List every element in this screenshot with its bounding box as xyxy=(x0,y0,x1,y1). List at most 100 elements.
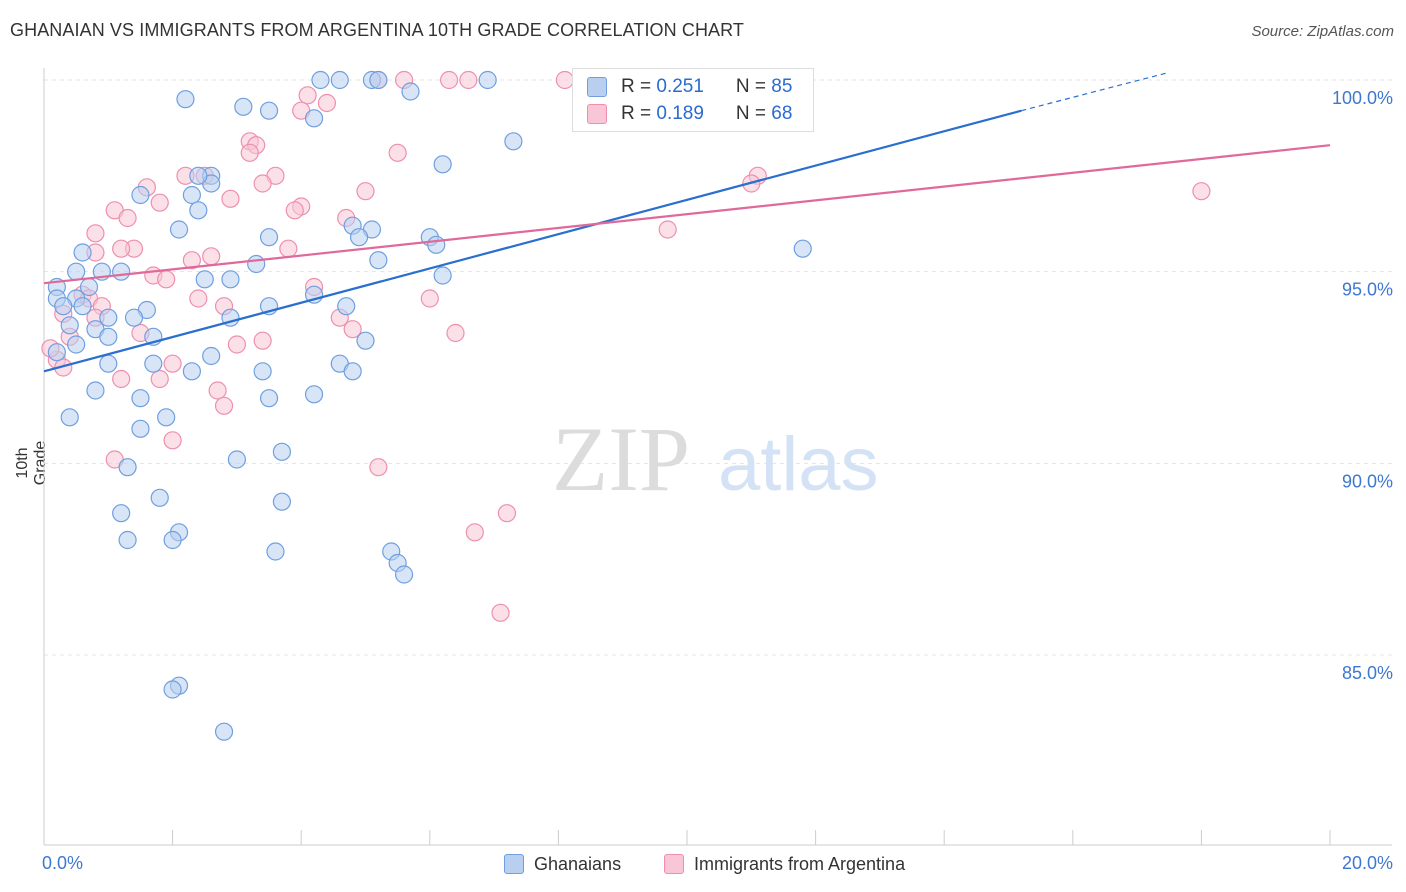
ghanaian-point xyxy=(73,297,92,316)
ghanaian-point xyxy=(478,70,497,90)
argentina-points xyxy=(41,70,1211,622)
argentina-point xyxy=(189,289,208,308)
ghanaian-point xyxy=(330,70,349,90)
ghanaian-points xyxy=(47,70,812,741)
argentina-point xyxy=(343,320,362,339)
ghanaian-point xyxy=(272,442,292,461)
watermark: ZIP atlas xyxy=(552,408,879,510)
ghanaian-point xyxy=(259,389,279,408)
ghanaian-point xyxy=(112,504,131,523)
ghanaian-point xyxy=(157,408,176,427)
ghanaian-point xyxy=(266,542,285,561)
argentina-legend-swatch xyxy=(664,854,684,874)
ghanaian-point xyxy=(118,530,137,550)
argentina-swatch xyxy=(587,104,607,124)
legend-argentina[interactable]: Immigrants from Argentina xyxy=(664,851,905,877)
argentina-point xyxy=(227,335,246,354)
ghanaian-point xyxy=(259,228,279,247)
argentina-point xyxy=(163,431,182,450)
argentina-point xyxy=(112,369,131,389)
ghanaians-trend-extension xyxy=(1021,71,1170,112)
ghanaian-point xyxy=(182,185,201,205)
ghanaian-point xyxy=(221,270,240,289)
n-value: 68 xyxy=(771,103,793,124)
argentina-point xyxy=(369,458,388,477)
ghanaian-point xyxy=(67,262,86,281)
ghanaian-point xyxy=(67,335,86,354)
ghanaian-point xyxy=(356,331,375,350)
ghanaian-point xyxy=(131,419,150,438)
ghanaian-point xyxy=(343,362,362,381)
watermark-atlas: atlas xyxy=(718,422,879,507)
argentina-point xyxy=(439,70,459,90)
ghanaian-point xyxy=(401,82,420,101)
ghanaian-point xyxy=(427,235,446,254)
ghanaian-point xyxy=(189,166,208,185)
x-tick-label: 0.0% xyxy=(42,853,83,873)
n-value: 85 xyxy=(771,76,793,97)
argentina-point xyxy=(555,70,574,90)
ghanaian-point xyxy=(304,109,324,128)
y-tick-label: 85.0% xyxy=(1342,663,1393,683)
argentina-point xyxy=(163,354,182,373)
y-tick-label: 100.0% xyxy=(1332,88,1393,108)
ghanaian-point xyxy=(73,243,92,262)
ghanaian-point xyxy=(227,450,246,469)
argentina-point xyxy=(150,193,169,212)
ghanaian-point xyxy=(112,262,131,281)
ghanaian-point xyxy=(99,308,118,327)
ghanaian-point xyxy=(272,492,292,511)
argentina-point xyxy=(658,220,677,239)
r-value: 0.251 xyxy=(656,76,704,97)
argentina-point xyxy=(285,201,304,220)
argentina-point xyxy=(202,247,221,266)
ghanaian-point xyxy=(369,251,388,270)
argentina-point xyxy=(356,182,375,201)
argentina-point xyxy=(86,224,105,243)
ghanaian-point xyxy=(337,297,356,316)
argentina-point xyxy=(420,289,439,308)
r-value: 0.189 xyxy=(656,103,704,124)
argentina-point xyxy=(112,239,131,258)
argentina-point xyxy=(388,143,407,162)
ghanaian-point xyxy=(86,381,105,400)
ghanaian-point xyxy=(247,254,266,274)
ghanaian-point xyxy=(150,488,169,507)
n-label: N = xyxy=(735,103,772,124)
argentina-point xyxy=(279,239,298,258)
argentina-point xyxy=(214,396,234,415)
ghanaian-point xyxy=(163,680,182,699)
ghanaian-point xyxy=(131,185,150,205)
r-label: R = xyxy=(621,76,657,97)
ghanaian-point xyxy=(54,297,73,316)
gridlines xyxy=(44,79,1392,656)
ghanaian-point xyxy=(253,362,272,381)
ghanaians-swatch xyxy=(587,77,607,97)
axes xyxy=(43,68,1392,846)
source-label: Source: ZipAtlas.com xyxy=(1251,23,1394,40)
ghanaian-point xyxy=(304,385,324,404)
argentina-point xyxy=(497,504,517,523)
argentina-point xyxy=(1192,182,1211,201)
y-tick-label: 90.0% xyxy=(1342,471,1393,491)
argentina-point xyxy=(240,143,259,162)
tick-labels: 85.0% 90.0% 95.0% 100.0% 0.0% 20.0% xyxy=(42,88,1393,873)
stats-row-argentina: R = 0.189 N = 68 xyxy=(587,101,792,127)
ghanaian-point xyxy=(433,155,452,174)
argentina-point xyxy=(446,323,465,343)
argentina-point xyxy=(150,369,169,389)
ghanaian-point xyxy=(131,389,150,408)
ghanaian-point xyxy=(195,270,214,289)
legend-ghanaians[interactable]: Ghanaians xyxy=(504,851,621,877)
argentina-point xyxy=(118,208,137,228)
ghanaians-legend-swatch xyxy=(504,854,524,874)
ghanaian-point xyxy=(60,316,79,335)
argentina-point xyxy=(465,523,484,542)
ghanaian-point xyxy=(349,228,369,247)
y-tick-label: 95.0% xyxy=(1342,280,1393,300)
chart-title: GHANAIAN VS IMMIGRANTS FROM ARGENTINA 10… xyxy=(10,20,745,40)
ghanaians-legend-label: Ghanaians xyxy=(534,853,622,874)
ghanaians-trend-line xyxy=(43,109,1022,373)
ghanaian-point xyxy=(169,220,189,239)
